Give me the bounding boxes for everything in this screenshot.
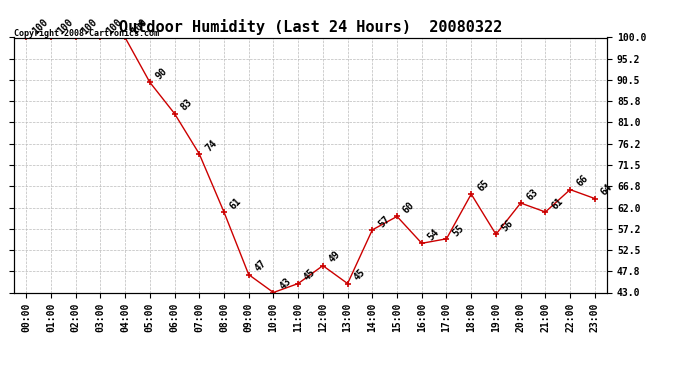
Text: 49: 49 [327, 249, 342, 265]
Text: 56: 56 [500, 218, 515, 234]
Text: 61: 61 [549, 196, 565, 211]
Text: 100: 100 [55, 17, 75, 37]
Text: 100: 100 [30, 17, 50, 37]
Text: 64: 64 [599, 182, 614, 198]
Text: 100: 100 [104, 17, 124, 37]
Text: 43: 43 [277, 276, 293, 292]
Text: 63: 63 [525, 187, 540, 202]
Text: 45: 45 [352, 267, 367, 283]
Text: 100: 100 [80, 17, 99, 37]
Text: 55: 55 [451, 223, 466, 238]
Text: 57: 57 [377, 214, 392, 229]
Text: 66: 66 [574, 174, 590, 189]
Text: 45: 45 [302, 267, 317, 283]
Text: 65: 65 [475, 178, 491, 193]
Title: Outdoor Humidity (Last 24 Hours)  20080322: Outdoor Humidity (Last 24 Hours) 2008032… [119, 19, 502, 35]
Text: 100: 100 [129, 17, 149, 37]
Text: 83: 83 [179, 98, 194, 113]
Text: 90: 90 [154, 66, 169, 81]
Text: 74: 74 [204, 138, 219, 153]
Text: 54: 54 [426, 227, 442, 243]
Text: 61: 61 [228, 196, 244, 211]
Text: Copyright 2008 Cartronics.com: Copyright 2008 Cartronics.com [14, 28, 159, 38]
Text: 47: 47 [253, 258, 268, 274]
Text: 60: 60 [401, 200, 417, 216]
